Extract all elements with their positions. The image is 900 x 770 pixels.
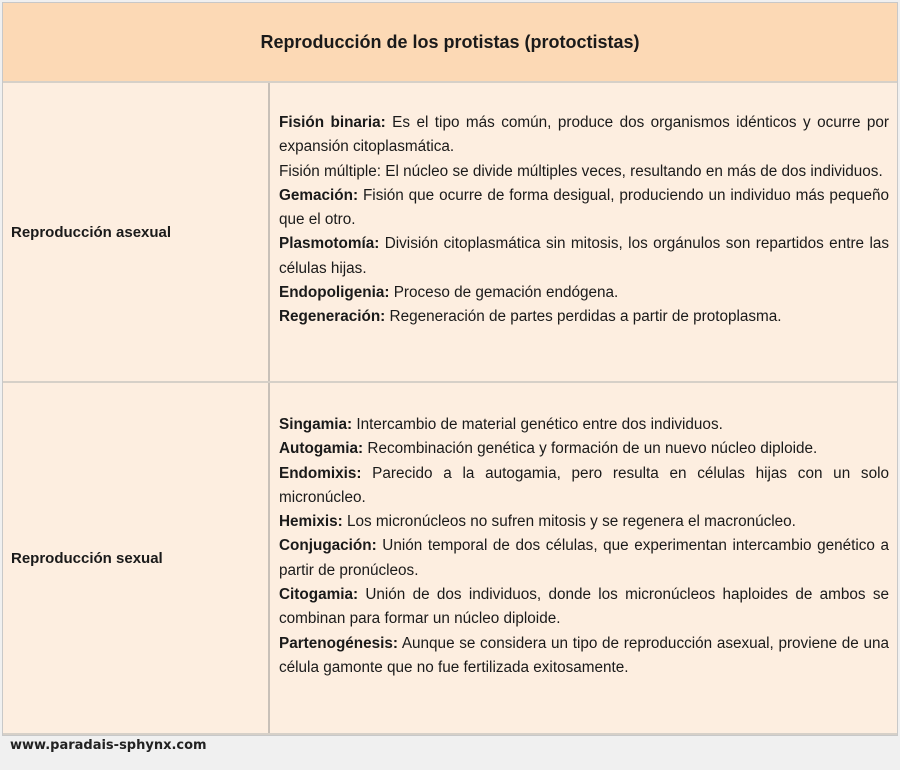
table-row-sexual: Reproducción sexual Singamia: Intercambi… xyxy=(3,383,897,735)
definition-entry: Singamia: Intercambio de material genéti… xyxy=(279,413,889,437)
definition: Fisión múltiple: El núcleo se divide múl… xyxy=(279,162,883,180)
definition-entry: Fisión binaria: Es el tipo más común, pr… xyxy=(279,111,889,160)
term: Gemación: xyxy=(279,186,359,204)
definition-entry: Autogamia: Recombinación genética y form… xyxy=(279,437,889,461)
row-content: Fisión binaria: Es el tipo más común, pr… xyxy=(270,83,897,381)
row-label: Reproducción asexual xyxy=(3,83,270,381)
term: Plasmotomía: xyxy=(279,235,380,253)
term: Autogamia: xyxy=(279,440,364,458)
definition: Fisión que ocurre de forma desigual, pro… xyxy=(279,186,889,229)
definition: Aunque se considera un tipo de reproducc… xyxy=(279,634,889,676)
definition-entry: Hemixis: Los micronúcleos no sufren mito… xyxy=(279,510,889,534)
term: Conjugación: xyxy=(279,537,377,555)
definition: División citoplasmática sin mitosis, los… xyxy=(279,235,889,277)
definition-entry: Conjugación: Unión temporal de dos célul… xyxy=(279,534,889,583)
term: Endopoligenia: xyxy=(279,284,390,302)
definition-entry: Partenogénesis: Aunque se considera un t… xyxy=(279,632,889,681)
term: Regeneración: xyxy=(279,308,386,326)
definition: Los micronúcleos no sufren mitosis y se … xyxy=(342,513,796,531)
table-row-asexual: Reproducción asexual Fisión binaria: Es … xyxy=(3,83,897,383)
definition-entry: Regeneración: Regeneración de partes per… xyxy=(279,305,889,329)
definition-entry: Plasmotomía: División citoplasmática sin… xyxy=(279,232,889,281)
term: Endomixis: xyxy=(279,464,362,482)
definition: Parecido a la autogamia, pero resulta en… xyxy=(279,464,889,506)
row-content: Singamia: Intercambio de material genéti… xyxy=(270,383,897,733)
protist-reproduction-table: Reproducción de los protistas (protoctis… xyxy=(2,2,898,736)
definition: Intercambio de material genético entre d… xyxy=(352,416,723,433)
term: Hemixis: xyxy=(279,513,343,531)
definition-entry: Endomixis: Parecido a la autogamia, pero… xyxy=(279,462,889,511)
definition-entry: Endopoligenia: Proceso de gemación endóg… xyxy=(279,281,889,305)
definition: Proceso de gemación endógena. xyxy=(389,284,619,302)
term: Partenogénesis: xyxy=(279,634,399,652)
website-footer: www.paradais-sphynx.com xyxy=(10,738,207,753)
term: Fisión binaria: xyxy=(279,114,386,131)
definition-entry: Gemación: Fisión que ocurre de forma des… xyxy=(279,184,889,233)
definition-entry: Citogamia: Unión de dos individuos, dond… xyxy=(279,583,889,632)
definition: Es el tipo más común, produce dos organi… xyxy=(279,114,889,156)
definition: Unión temporal de dos células, que exper… xyxy=(279,537,889,579)
definition: Regeneración de partes perdidas a partir… xyxy=(385,308,782,326)
table-title: Reproducción de los protistas (protoctis… xyxy=(3,3,897,83)
row-label: Reproducción sexual xyxy=(3,383,270,733)
term: Citogamia: xyxy=(279,586,359,604)
term: Singamia: xyxy=(279,416,353,433)
definition: Recombinación genética y formación de un… xyxy=(363,440,818,458)
definition: Unión de dos individuos, donde los micro… xyxy=(279,586,889,628)
definition-entry: Fisión múltiple: El núcleo se divide múl… xyxy=(279,160,889,184)
